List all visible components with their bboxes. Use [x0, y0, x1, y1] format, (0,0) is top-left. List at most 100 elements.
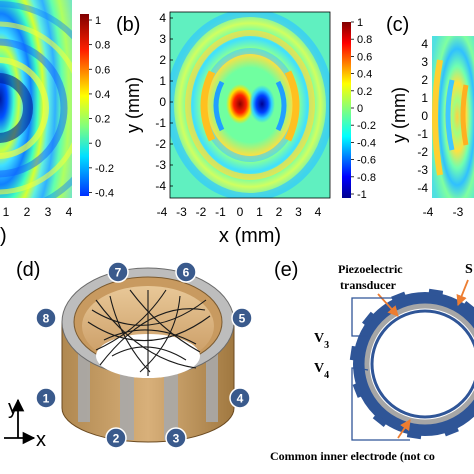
segment-arrow	[456, 279, 469, 307]
colorbar-tick-label: 0.8	[95, 40, 110, 52]
panel-b-colorbar-ticks: 1 0.8 0.6 0.4 0.2 0 -0.2 -0.4 -0.6 -0.8 -1	[351, 17, 376, 201]
panel-e: (e) Piezoelectric transducer S V3 V4 Com…	[270, 259, 474, 463]
y-tick-label: 0	[159, 95, 166, 109]
y-tick-label: 3	[421, 55, 428, 69]
panel-b-plot-frame	[169, 11, 331, 199]
colorbar-tick-label: 0.4	[357, 69, 372, 81]
electrode-number: 1	[43, 392, 50, 406]
transducer-ring	[349, 288, 474, 440]
colorbar-tick-label: -0.4	[357, 137, 376, 149]
panel-c-y-label: y (mm)	[389, 87, 409, 143]
axis-y-label: y	[8, 397, 18, 419]
panel-b-y-label: y (mm)	[123, 77, 143, 133]
y-tick-label: 3	[159, 32, 166, 46]
inner-electrode-arrow	[397, 419, 411, 439]
panel-b-label: (b)	[116, 14, 140, 36]
x-tick-label: -4	[157, 205, 168, 219]
x-tick-label: 4	[315, 205, 322, 219]
v4-label: V4	[314, 361, 329, 381]
electrode-segment	[372, 413, 388, 427]
voltage-leads	[351, 297, 410, 441]
annotation-transducer-line1: Piezoelectric	[338, 262, 403, 276]
y-tick-label: 2	[159, 53, 166, 67]
annotation-transducer-line2: transducer	[340, 278, 397, 292]
electrode-segment	[349, 345, 358, 361]
electrode-number: 8	[43, 312, 50, 326]
x-tick-label: -3	[453, 205, 464, 219]
y-tick-label: -1	[155, 116, 166, 130]
electrode-number: 2	[113, 432, 120, 446]
electrode-marker	[231, 307, 253, 329]
common-inner-electrode-note: Common inner electrode (not co	[270, 449, 435, 463]
y-tick-label: -3	[417, 163, 428, 177]
colorbar-tick-label: 0	[95, 138, 101, 150]
x-tick-label: 2	[24, 205, 31, 219]
x-tick-label: 3	[295, 205, 302, 219]
electrode-marker	[35, 387, 57, 409]
acoustic-wave-lines	[87, 289, 211, 376]
panel-b: (b) 10.80.60.40.20-0.2-0.4-0.6-0.8-1 432…	[116, 11, 376, 247]
x-tick-label: 3	[45, 205, 52, 219]
electrode-segment	[352, 382, 364, 398]
transducer-cylinder	[61, 267, 235, 443]
electrode-number: 3	[173, 432, 180, 446]
x-tick-label: 2	[276, 205, 283, 219]
x-tick-label: -4	[423, 205, 434, 219]
y-tick-label: -3	[155, 158, 166, 172]
electrode-marker	[165, 427, 187, 449]
electrode-marker	[105, 427, 127, 449]
y-tick-label: 1	[159, 74, 166, 88]
colorbar-tick-label: -0.2	[95, 163, 114, 175]
panel-c-y-ticks: 4 3 2 1 0 -1 -2 -3 -4	[417, 37, 428, 195]
panel-d: (d)	[4, 259, 253, 451]
y-tick-label: -4	[417, 181, 428, 195]
panel-a-colorbar-ticks: 1 0.8 0.6 0.4 0.2 0 -0.2 -0.4	[89, 15, 114, 199]
annotation-partial: S	[465, 262, 473, 277]
panel-b-wave-pattern	[170, 12, 330, 198]
colorbar-tick-label: -0.6	[357, 155, 376, 167]
colorbar-tick-label: -0.2	[357, 120, 376, 132]
x-tick-label: 0	[237, 205, 244, 219]
electrode-marker	[35, 307, 57, 329]
coordinate-axes: y x	[4, 397, 46, 451]
y-tick-label: -2	[155, 137, 166, 151]
x-tick-label: 1	[256, 205, 263, 219]
electrode-segment	[443, 425, 459, 437]
panel-a-rings	[0, 1, 72, 198]
electrode-number: 4	[237, 392, 244, 406]
y-tick-label: -4	[155, 179, 166, 193]
colorbar-tick-label: 0	[357, 103, 363, 115]
electrode-marker	[107, 261, 129, 283]
v3-label: V3	[314, 331, 329, 351]
electrode-number: 7	[115, 266, 122, 280]
colorbar-tick-label: 0.6	[357, 51, 372, 63]
panel-a-colorbar	[80, 14, 89, 196]
x-tick-label: -1	[215, 205, 226, 219]
y-tick-label: -1	[417, 127, 428, 141]
colorbar-tick-label: 0.2	[95, 114, 110, 126]
panel-b-colorbar	[342, 22, 351, 198]
electrode-segment	[406, 431, 422, 440]
axis-x-label: x	[36, 429, 46, 451]
colorbar-tick-label: -0.4	[95, 187, 114, 199]
panel-d-label: (d)	[16, 259, 40, 281]
y-tick-label: 0	[421, 109, 428, 123]
y-tick-label: 4	[421, 37, 428, 51]
panel-c-label: (c)	[386, 14, 409, 36]
colorbar-tick-label: 0.6	[95, 64, 110, 76]
x-tick-label: 1	[3, 205, 10, 219]
y-tick-label: -2	[417, 145, 428, 159]
x-tick-label: -2	[196, 205, 207, 219]
electrode-segment	[362, 311, 376, 327]
panel-c-x-ticks: -4 -3	[423, 205, 464, 219]
colorbar-tick-label: -1	[357, 189, 367, 201]
electrode-number: 6	[183, 266, 190, 280]
electrode-marker	[229, 387, 251, 409]
x-tick-label: -3	[176, 205, 187, 219]
colorbar-tick-label: 0.4	[95, 89, 110, 101]
y-tick-label: 2	[421, 73, 428, 87]
panel-b-x-label: x (mm)	[219, 225, 281, 247]
electrode-segment	[428, 288, 444, 297]
electrode-markers: 1 2 3 4 5 6 7 8	[35, 261, 253, 449]
